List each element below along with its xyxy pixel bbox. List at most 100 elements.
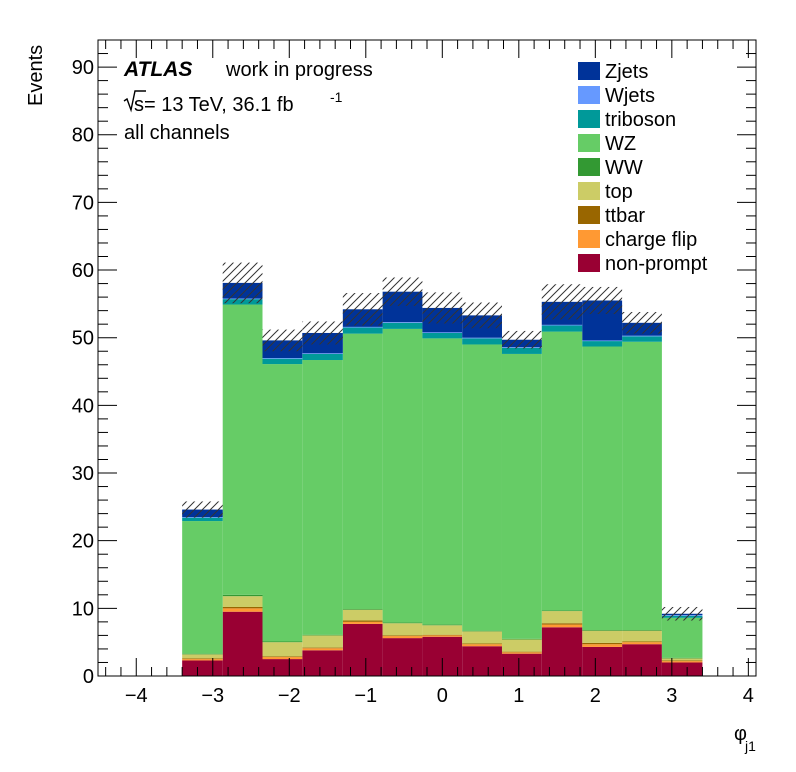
legend-swatch-triboson xyxy=(578,110,600,128)
legend-label-ww: WW xyxy=(605,157,643,179)
bar-ww-bin-5 xyxy=(382,622,423,624)
atlas-label: ATLAS work in progress xyxy=(123,58,373,81)
bar-triboson-bin-3 xyxy=(302,353,343,361)
bar-charge-flip-bin-6 xyxy=(422,635,463,637)
bar-ww-bin-8 xyxy=(501,638,542,640)
bar-triboson-bin-10 xyxy=(582,341,623,347)
x-tick-label: 1 xyxy=(513,685,524,707)
atlas-experiment-label: ATLAS xyxy=(123,58,192,81)
uncertainty-bin-4 xyxy=(342,293,383,326)
x-tick-label: 3 xyxy=(666,685,677,707)
bar-triboson-bin-6 xyxy=(422,332,463,339)
legend-swatch-non-prompt xyxy=(578,254,600,272)
bar-charge-flip-bin-11 xyxy=(622,642,662,645)
bar-non-prompt-bin-11 xyxy=(622,644,662,676)
bar-wjets-bin-5 xyxy=(382,322,423,323)
bar-charge-flip-bin-9 xyxy=(541,624,583,628)
bar-ww-bin-6 xyxy=(422,624,463,626)
y-tick-label: 0 xyxy=(83,666,94,688)
bar-triboson-bin-2 xyxy=(262,358,303,365)
bar-charge-flip-bin-5 xyxy=(382,636,423,639)
sqrt-s-text: s xyxy=(134,94,144,116)
x-tick-label: −2 xyxy=(278,685,301,707)
y-tick-label: 90 xyxy=(72,57,94,79)
legend-label-charge-flip: charge flip xyxy=(605,229,697,251)
bar-triboson-bin-9 xyxy=(541,325,583,332)
y-tick-label: 80 xyxy=(72,125,94,147)
x-tick-label: 4 xyxy=(743,685,754,707)
bar-triboson-bin-8 xyxy=(501,347,542,354)
bar-charge-flip-bin-7 xyxy=(462,644,502,647)
legend-swatch-ttbar xyxy=(578,206,600,224)
bar-top-bin-12 xyxy=(661,658,703,661)
bar-wjets-bin-6 xyxy=(422,332,463,333)
bar-charge-flip-bin-8 xyxy=(501,652,542,654)
bar-ww-bin-3 xyxy=(302,634,343,636)
bar-triboson-bin-11 xyxy=(622,336,662,342)
sqrt-symbol xyxy=(123,90,146,113)
bar-charge-flip-bin-0 xyxy=(182,659,223,661)
uncertainty-bin-0 xyxy=(182,501,223,518)
bar-top-bin-2 xyxy=(262,642,303,657)
bar-charge-flip-bin-4 xyxy=(342,621,383,624)
bar-ttbar-bin-6 xyxy=(422,634,463,636)
atlas-status-label: work in progress xyxy=(225,59,373,81)
legend-label-triboson: triboson xyxy=(605,109,676,131)
y-tick-label: 10 xyxy=(72,598,94,620)
bar-ttbar-bin-10 xyxy=(582,642,623,645)
bar-non-prompt-bin-0 xyxy=(182,660,223,676)
bar-ttbar-bin-12 xyxy=(661,660,703,662)
bar-triboson-bin-4 xyxy=(342,327,383,334)
bar-non-prompt-bin-5 xyxy=(382,638,423,676)
y-tick-label: 50 xyxy=(72,328,94,350)
bar-ttbar-bin-3 xyxy=(302,647,343,649)
bar-wz-bin-9 xyxy=(541,331,583,611)
bar-top-bin-7 xyxy=(462,631,502,644)
bar-charge-flip-bin-1 xyxy=(222,608,263,612)
bar-ttbar-bin-8 xyxy=(501,651,542,653)
y-axis-label: Events xyxy=(25,45,47,106)
y-tick-label: 30 xyxy=(72,463,94,485)
y-tick-label: 20 xyxy=(72,531,94,553)
stacked-bars xyxy=(182,282,703,676)
bar-ttbar-bin-4 xyxy=(342,620,383,622)
bar-non-prompt-bin-4 xyxy=(342,623,383,676)
uncertainty-bin-12 xyxy=(661,606,703,621)
bar-non-prompt-bin-10 xyxy=(582,646,623,676)
uncertainty-bin-5 xyxy=(382,277,423,306)
bar-top-bin-0 xyxy=(182,654,223,659)
channel-label: all channels xyxy=(124,122,230,144)
bar-triboson-bin-0 xyxy=(182,517,223,522)
legend-label-top: top xyxy=(605,181,633,203)
uncertainty-bin-9 xyxy=(541,284,583,320)
lumi-exponent: -1 xyxy=(330,89,343,105)
energy-lumi-label: s = 13 TeV, 36.1 fb -1 xyxy=(123,89,343,116)
bar-ww-bin-7 xyxy=(462,630,502,632)
bar-top-bin-10 xyxy=(582,630,623,643)
bar-wjets-bin-9 xyxy=(541,324,583,326)
legend-label-wz: WZ xyxy=(605,133,636,155)
bar-top-bin-9 xyxy=(541,611,583,624)
uncertainty-bin-2 xyxy=(262,329,303,352)
bar-ww-bin-10 xyxy=(582,629,623,631)
bar-top-bin-8 xyxy=(501,639,542,652)
bar-wz-bin-8 xyxy=(501,353,542,639)
bar-ww-bin-2 xyxy=(262,641,303,643)
x-axis-label-subscript: j1 xyxy=(744,738,756,754)
bar-wjets-bin-7 xyxy=(462,337,502,339)
bar-ww-bin-0 xyxy=(182,653,223,655)
bar-top-bin-3 xyxy=(302,635,343,648)
bar-wz-bin-5 xyxy=(382,328,423,623)
uncertainty-bin-11 xyxy=(622,311,662,334)
bar-wjets-bin-10 xyxy=(582,340,623,342)
legend-swatch-wjets xyxy=(578,86,600,104)
bar-top-bin-4 xyxy=(342,609,383,621)
uncertainty-bin-8 xyxy=(501,330,542,349)
legend-swatch-ww xyxy=(578,158,600,176)
uncertainty-band xyxy=(182,262,703,621)
x-axis-label: φ j1 xyxy=(734,723,756,754)
bar-ttbar-bin-5 xyxy=(382,635,423,637)
bar-non-prompt-bin-9 xyxy=(541,627,583,676)
